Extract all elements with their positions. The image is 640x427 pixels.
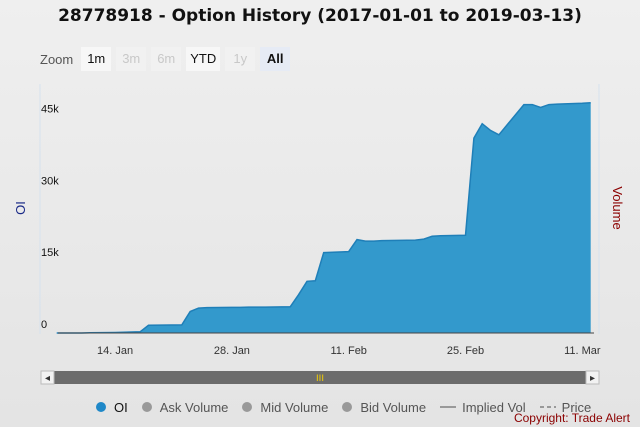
x-tick-label: 11. Feb bbox=[330, 345, 367, 357]
y-tick-label: 30k bbox=[41, 175, 59, 187]
zoom-all-button[interactable]: All bbox=[260, 47, 291, 71]
legend-line-icon bbox=[440, 406, 457, 408]
x-tick-label: 28. Jan bbox=[214, 345, 250, 357]
zoom-3m-button[interactable]: 3m bbox=[116, 47, 147, 71]
x-tick-labels: 14. Jan 28. Jan 11. Feb 25. Feb 11. Mar bbox=[97, 345, 601, 357]
navigator-right-button[interactable] bbox=[585, 370, 600, 385]
navigator[interactable]: ◂ ▸ III bbox=[40, 370, 600, 385]
legend-item-implied-vol[interactable]: Implied Vol bbox=[440, 400, 526, 415]
y-axis-left-label: OI bbox=[13, 201, 28, 215]
y-tick-label: 45k bbox=[41, 104, 59, 116]
legend-item-oi[interactable]: OI bbox=[96, 400, 128, 415]
arrow-left-icon: ◂ bbox=[45, 373, 50, 384]
x-tick-label: 14. Jan bbox=[97, 345, 133, 357]
legend-dot-icon bbox=[141, 402, 152, 412]
chart-title: 28778918 - Option History (2017-01-01 to… bbox=[58, 6, 582, 26]
zoom-ytd-button[interactable]: YTD bbox=[186, 47, 221, 71]
navigator-left-button[interactable] bbox=[40, 370, 55, 385]
zoom-label: Zoom bbox=[40, 51, 74, 67]
oi-line bbox=[56, 101, 591, 334]
zoom-bar: Zoom 1m 3m 6m YTD 1y All bbox=[40, 46, 295, 72]
legend-dot-icon bbox=[242, 402, 253, 412]
legend-dash-icon bbox=[539, 406, 556, 408]
x-tick-label: 11. Mar bbox=[564, 345, 601, 357]
y-tick-label: 0 bbox=[41, 319, 47, 331]
y-tick-labels: 0 15k 30k 45k bbox=[41, 104, 59, 331]
legend-item-ask-volume[interactable]: Ask Volume bbox=[141, 400, 228, 415]
legend-item-bid-volume[interactable]: Bid Volume bbox=[342, 400, 426, 415]
grip-icon: III bbox=[316, 374, 324, 384]
zoom-6m-button[interactable]: 6m bbox=[151, 47, 182, 71]
x-tick-label: 25. Feb bbox=[447, 345, 484, 357]
zoom-1m-button[interactable]: 1m bbox=[81, 47, 112, 71]
arrow-right-icon: ▸ bbox=[590, 373, 595, 384]
copyright: Copyright: Trade Alert bbox=[513, 411, 630, 425]
y-tick-label: 15k bbox=[41, 247, 59, 259]
legend-dot-icon bbox=[342, 402, 353, 412]
legend-item-mid-volume[interactable]: Mid Volume bbox=[242, 400, 328, 415]
oi-area bbox=[56, 102, 591, 333]
legend-dot-icon bbox=[96, 402, 106, 412]
y-axis-right-label: Volume bbox=[610, 186, 625, 229]
navigator-thumb[interactable] bbox=[56, 372, 584, 383]
legend: OI Ask Volume Mid Volume Bid Volume Impl… bbox=[96, 398, 605, 416]
zoom-1y-button[interactable]: 1y bbox=[225, 47, 256, 71]
legend-item-price[interactable]: Price bbox=[539, 400, 591, 415]
